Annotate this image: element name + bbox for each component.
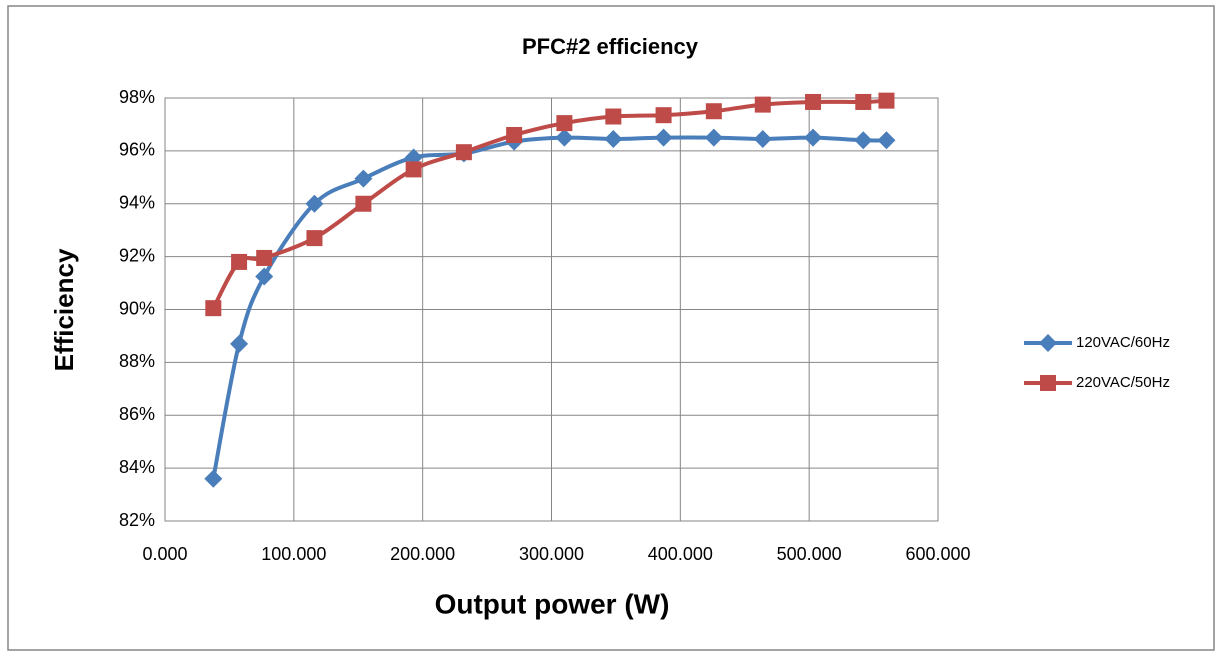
- chart-border: [7, 5, 1215, 651]
- marker: [305, 194, 324, 213]
- marker: [455, 144, 472, 161]
- y-tick-label: 98%: [119, 87, 155, 107]
- chart-title: PFC#2 efficiency: [522, 34, 699, 59]
- plot-border: [164, 97, 939, 522]
- legend-marker: [1040, 375, 1056, 391]
- marker: [804, 128, 823, 147]
- marker: [205, 300, 222, 317]
- y-tick-label: 94%: [119, 193, 155, 213]
- x-tick-label: 600.000: [905, 544, 970, 564]
- marker: [354, 169, 373, 188]
- marker: [605, 108, 622, 125]
- marker: [753, 129, 772, 148]
- marker: [230, 334, 249, 353]
- x-tick-label: 100.000: [261, 544, 326, 564]
- y-tick-label: 82%: [119, 510, 155, 530]
- legend-marker: [1039, 334, 1057, 352]
- marker: [204, 469, 223, 488]
- marker: [878, 92, 895, 109]
- y-tick-label: 96%: [119, 140, 155, 160]
- x-tick-label: 400.000: [648, 544, 713, 564]
- marker: [855, 93, 872, 110]
- marker: [704, 128, 723, 147]
- marker: [506, 127, 523, 144]
- marker: [854, 131, 873, 150]
- marker: [754, 96, 771, 113]
- marker: [555, 128, 574, 147]
- marker: [256, 249, 273, 266]
- x-tick-label: 200.000: [390, 544, 455, 564]
- marker: [805, 93, 822, 110]
- marker: [604, 129, 623, 148]
- marker: [405, 161, 422, 178]
- x-tick-label: 500.000: [777, 544, 842, 564]
- y-tick-label: 84%: [119, 457, 155, 477]
- marker: [255, 267, 274, 286]
- marker: [306, 230, 323, 247]
- marker: [355, 195, 372, 212]
- y-tick-label: 88%: [119, 351, 155, 371]
- marker: [877, 131, 896, 150]
- legend-label: 120VAC/60Hz: [1076, 334, 1170, 351]
- marker: [705, 103, 722, 120]
- marker: [654, 128, 673, 147]
- x-tick-label: 0.000: [142, 544, 187, 564]
- legend-label: 220VAC/50Hz: [1076, 374, 1170, 391]
- marker: [655, 107, 672, 124]
- marker: [556, 115, 573, 132]
- y-tick-label: 90%: [119, 298, 155, 318]
- y-axis-label: Efficiency: [49, 248, 79, 371]
- marker: [231, 253, 248, 270]
- series-line: [211, 98, 887, 310]
- y-tick-label: 86%: [119, 404, 155, 424]
- x-axis-label: Output power (W): [435, 588, 670, 619]
- x-tick-label: 300.000: [519, 544, 584, 564]
- y-tick-label: 92%: [119, 245, 155, 265]
